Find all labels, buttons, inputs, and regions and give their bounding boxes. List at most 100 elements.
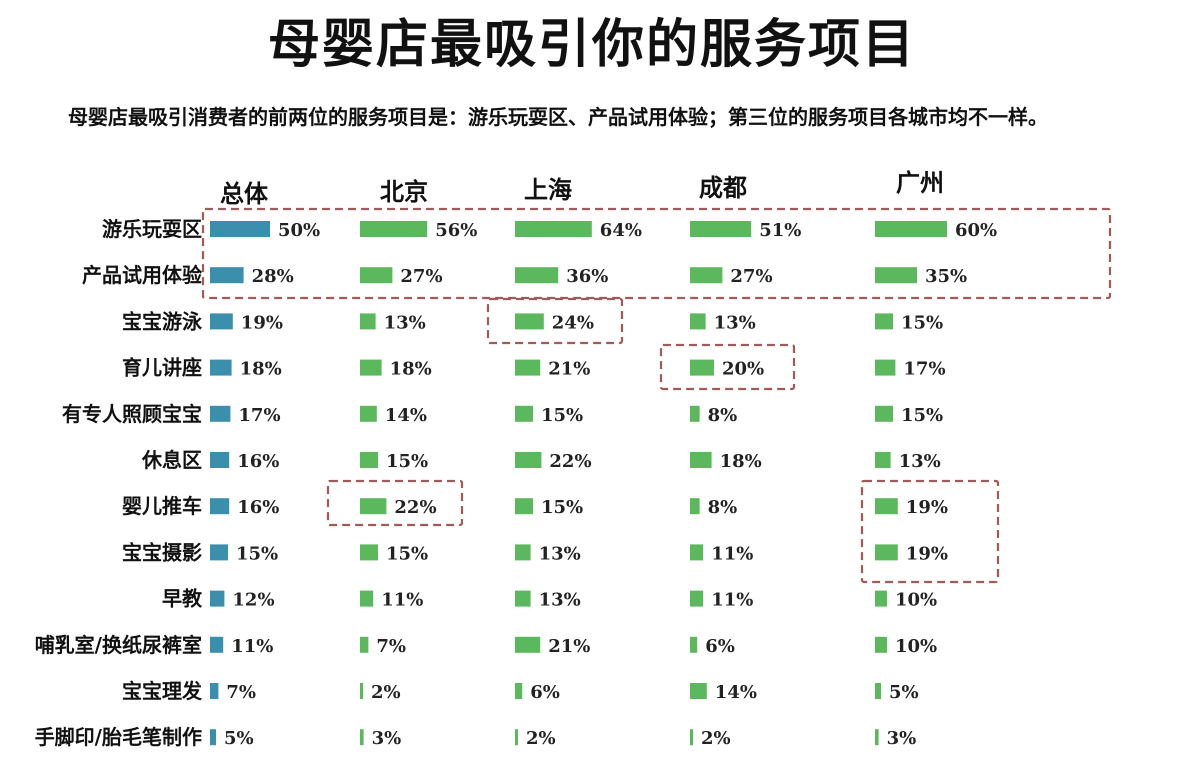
data-label: 5% [224,728,254,749]
data-label: 3% [887,728,917,749]
data-label: 14% [715,682,757,703]
bar [515,267,559,284]
bar [360,544,378,561]
bar [360,636,369,653]
highlight-box-1 [486,297,624,345]
bar [690,452,712,468]
data-label: 16% [237,451,279,472]
bar [875,683,881,699]
category-label: 游乐玩耍区 [102,217,202,241]
series-3: 51% 27% 13% 20% 8% 18% 8% 11% 11% 6% 14% 2% [690,220,801,749]
bar [210,221,270,237]
category-label: 婴儿推车 [122,494,202,518]
data-label: 51% [759,220,801,241]
bar [515,544,531,561]
bar [875,405,893,422]
bar [690,313,706,330]
data-label: 8% [708,405,738,426]
data-label: 56% [435,220,477,241]
bar [515,590,531,607]
bar [690,544,704,561]
data-label: 15% [236,543,278,564]
bar [360,313,376,330]
data-label: 11% [231,636,273,657]
bar [515,452,542,468]
bar [515,636,541,653]
bar [360,267,393,284]
bar [360,221,428,237]
data-label: 15% [541,405,583,426]
data-label: 13% [899,451,941,472]
bar [360,359,382,376]
bar [210,359,232,376]
category-label: 休息区 [141,448,202,472]
series-0: 50% 28% 19% 18% 17% 16% 16% 15% 12% 11% 7% 5% [210,220,320,749]
panel-header-2: 上海 [524,176,572,204]
data-label: 20% [722,359,764,380]
data-label: 15% [541,497,583,518]
panel-header-0: 总体 [220,180,269,208]
bar [210,405,231,422]
data-label: 64% [600,220,642,241]
bar [690,221,752,237]
data-label: 36% [566,266,608,287]
data-label: 21% [548,359,590,380]
data-label: 15% [901,405,943,426]
data-label: 17% [238,405,280,426]
data-label: 17% [903,359,945,380]
data-label: 27% [730,266,772,287]
data-label: 11% [711,543,753,564]
highlight-box-2 [659,343,796,391]
bar [875,452,891,468]
data-label: 15% [901,312,943,333]
bar [515,359,541,376]
bar [875,544,898,561]
panel-header-4: 广州 [896,169,944,197]
data-label: 50% [278,220,320,241]
bar [690,590,704,607]
data-label: 3% [372,728,402,749]
data-label: 6% [705,636,735,657]
category-label: 宝宝理发 [122,679,203,703]
bar [515,405,533,422]
panel-header-3: 成都 [699,174,747,202]
bar [875,498,898,515]
data-label: 11% [711,590,753,611]
bar [360,729,364,746]
bar [210,452,230,468]
panel-header-1: 北京 [380,178,428,206]
data-label: 15% [386,451,428,472]
bar [360,683,363,699]
data-label: 18% [390,359,432,380]
data-label: 6% [530,682,560,703]
data-label: 28% [252,266,294,287]
bar [690,359,714,376]
bar [515,498,533,515]
bar [875,636,887,653]
data-label: 19% [906,543,948,564]
bar [690,729,693,746]
category-label: 手脚印/胎毛笔制作 [35,725,202,749]
bar [875,267,917,284]
bar [515,313,544,330]
series-1: 56% 27% 13% 18% 14% 15% 22% 15% 11% 7% 2% 3% [360,220,477,749]
highlight-box-0 [201,207,1112,300]
series-2: 64% 36% 24% 21% 15% 22% 15% 13% 13% 21% 6% 2% [515,220,642,749]
bar [210,683,219,699]
bar [690,267,723,284]
category-label: 有专人照顾宝宝 [62,402,202,426]
data-label: 2% [371,682,401,703]
bar [210,636,224,653]
bar [875,221,947,237]
data-label: 18% [720,451,762,472]
data-label: 7% [226,682,256,703]
data-label: 60% [955,220,997,241]
data-label: 2% [526,728,556,749]
data-label: 24% [552,312,594,333]
data-label: 13% [539,590,581,611]
category-label: 育儿讲座 [122,356,202,380]
data-label: 16% [237,497,279,518]
bar [875,313,893,330]
data-label: 7% [376,636,406,657]
